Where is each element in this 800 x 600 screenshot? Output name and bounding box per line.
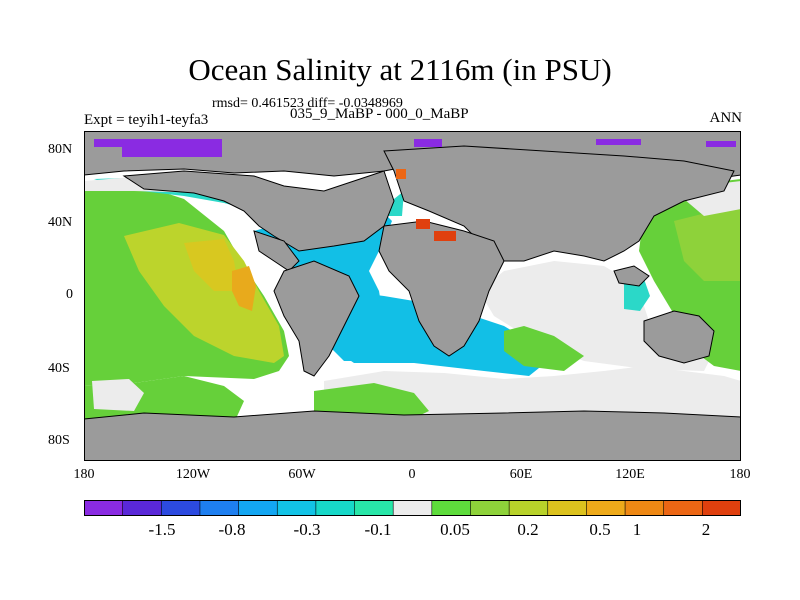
- pacific-central-anomaly: [124, 223, 284, 363]
- southeast-pacific-neutral: [92, 379, 144, 411]
- australia: [643, 310, 715, 364]
- colorbar-frame: [84, 500, 741, 516]
- arctic-patch-4: [596, 139, 641, 145]
- pacific-hotspot: [232, 266, 256, 311]
- mediterranean-patch-1: [416, 219, 430, 229]
- arctic-patch-3: [414, 139, 442, 147]
- colorbar-cell: [586, 500, 626, 516]
- experiment-label: Expt = teyih1-teyfa3: [84, 112, 209, 128]
- colorbar-cells: [84, 500, 741, 516]
- south-america: [273, 260, 360, 377]
- colorbar-cell: [276, 500, 317, 516]
- mediterranean-patch-2: [434, 231, 456, 241]
- map-frame: [84, 131, 741, 461]
- colorbar-label-3: -0.3: [293, 520, 321, 539]
- lon-tick-60w: 60W: [288, 467, 316, 482]
- arctic-patch-5: [706, 141, 736, 147]
- lon-tick-0: 0: [408, 467, 416, 482]
- colorbar-label-6: 0.2: [517, 520, 539, 539]
- colorbar-label-4: -0.1: [364, 520, 392, 539]
- pacific-core-anomaly: [184, 239, 239, 291]
- lat-tick-eq: 0: [66, 287, 73, 302]
- mediterranean-anomaly: [396, 169, 456, 241]
- colorbar-label-9: 2: [701, 520, 711, 539]
- colorbar-cell: [84, 500, 124, 516]
- north-pacific-neutral: [684, 181, 741, 216]
- colorbar-cell: [238, 500, 279, 516]
- period-label: ANN: [709, 110, 743, 126]
- colorbar-cell: [315, 500, 356, 516]
- north-america: [122, 170, 395, 252]
- red-sea-patch: [396, 169, 406, 179]
- colorbar-cell: [470, 500, 510, 516]
- colorbar-cell: [663, 500, 704, 516]
- colorbar-label-8: 1: [632, 520, 642, 539]
- lon-tick-120e: 120E: [615, 467, 645, 482]
- arctic-patch-1: [94, 139, 124, 147]
- colorbar-label-5: 0.05: [440, 520, 470, 539]
- colorbar-cell: [160, 500, 201, 516]
- comparison-line: 035_9_MaBP - 000_0_MaBP: [290, 106, 469, 122]
- africa: [378, 220, 505, 357]
- colorbar-label-2: -0.8: [218, 520, 246, 539]
- colorbar-cell: [624, 500, 665, 516]
- lon-tick-120w: 120W: [175, 467, 211, 482]
- stats-line: rmsd= 0.461523 diff= -0.0348969: [212, 96, 403, 111]
- indian-ocean-green-tongue: [504, 326, 584, 371]
- west-pacific-cyan-patch: [624, 279, 650, 311]
- eurasia: [383, 145, 735, 262]
- colorbar-cell: [122, 500, 163, 516]
- lat-tick-40s: 40S: [48, 361, 70, 376]
- maritime-continent: [613, 265, 650, 287]
- colorbar-label-7: 0.5: [589, 520, 611, 539]
- colorbar-cell: [392, 500, 433, 516]
- arctic-anomaly-patches: [94, 139, 736, 157]
- lat-tick-40n: 40N: [48, 215, 73, 230]
- lon-tick-180e: 180: [729, 467, 751, 482]
- lat-tick-80n: 80N: [48, 142, 73, 157]
- colorbar-label-1: -1.5: [148, 520, 176, 539]
- west-pacific-core: [674, 209, 741, 281]
- lon-tick-60e: 60E: [509, 467, 533, 482]
- colorbar-cell: [547, 500, 588, 516]
- lat-tick-80s: 80S: [48, 433, 70, 448]
- antarctica: [84, 410, 741, 461]
- salinity-map: [84, 131, 741, 461]
- colorbar-cell: [354, 500, 394, 516]
- arctic-patch-2: [122, 139, 222, 157]
- colorbar: [84, 500, 741, 516]
- colorbar-cell: [431, 500, 472, 516]
- colorbar-cell: [508, 500, 549, 516]
- southern-ocean-neutral: [324, 366, 741, 423]
- map-title: Ocean Salinity at 2116m (in PSU): [188, 52, 612, 87]
- colorbar-cell: [702, 500, 741, 516]
- colorbar-cell: [199, 500, 240, 516]
- land-masses: [84, 131, 741, 461]
- lon-tick-180w: 180: [73, 467, 95, 482]
